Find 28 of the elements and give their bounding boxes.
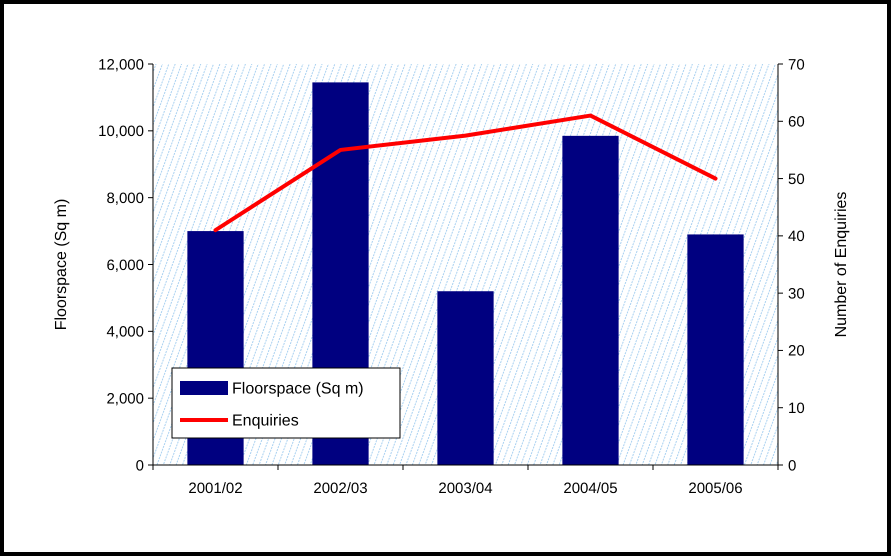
y-tick-label: 6,000 bbox=[106, 256, 144, 274]
y2-tick-label: 10 bbox=[788, 400, 805, 417]
y-tick-label: 10,000 bbox=[98, 123, 144, 140]
bar bbox=[687, 234, 744, 465]
y-tick-label: 4,000 bbox=[106, 324, 144, 341]
x-tick-label: 2005/06 bbox=[688, 480, 743, 497]
y2-tick-label: 60 bbox=[788, 114, 805, 131]
x-tick-label: 2004/05 bbox=[563, 480, 618, 497]
bar bbox=[437, 291, 494, 465]
y-tick-label: 8,000 bbox=[106, 190, 144, 207]
y2-tick-label: 50 bbox=[788, 170, 805, 188]
y2-tick-label: 70 bbox=[788, 56, 805, 74]
y-tick-label: 2,000 bbox=[106, 390, 144, 408]
y2-tick-label: 0 bbox=[788, 457, 796, 474]
legend-label: Floorspace (Sq m) bbox=[232, 380, 364, 398]
y2-tick-label: 40 bbox=[788, 228, 805, 246]
line-series bbox=[214, 114, 718, 232]
legend-label: Enquiries bbox=[232, 412, 299, 430]
y-tick-label: 0 bbox=[136, 457, 144, 474]
y2-tick-label: 30 bbox=[788, 285, 805, 302]
x-tick-label: 2003/04 bbox=[438, 480, 493, 497]
y-tick-label: 12,000 bbox=[98, 56, 144, 74]
y2-tick-label: 20 bbox=[788, 342, 805, 360]
bar bbox=[562, 136, 619, 465]
x-tick-label: 2002/03 bbox=[313, 480, 368, 497]
y2-axis-title: Number of Enquiries bbox=[833, 192, 850, 338]
x-tick-label: 2001/02 bbox=[188, 480, 243, 497]
y-axis-title: Floorspace (Sq m) bbox=[53, 198, 70, 330]
